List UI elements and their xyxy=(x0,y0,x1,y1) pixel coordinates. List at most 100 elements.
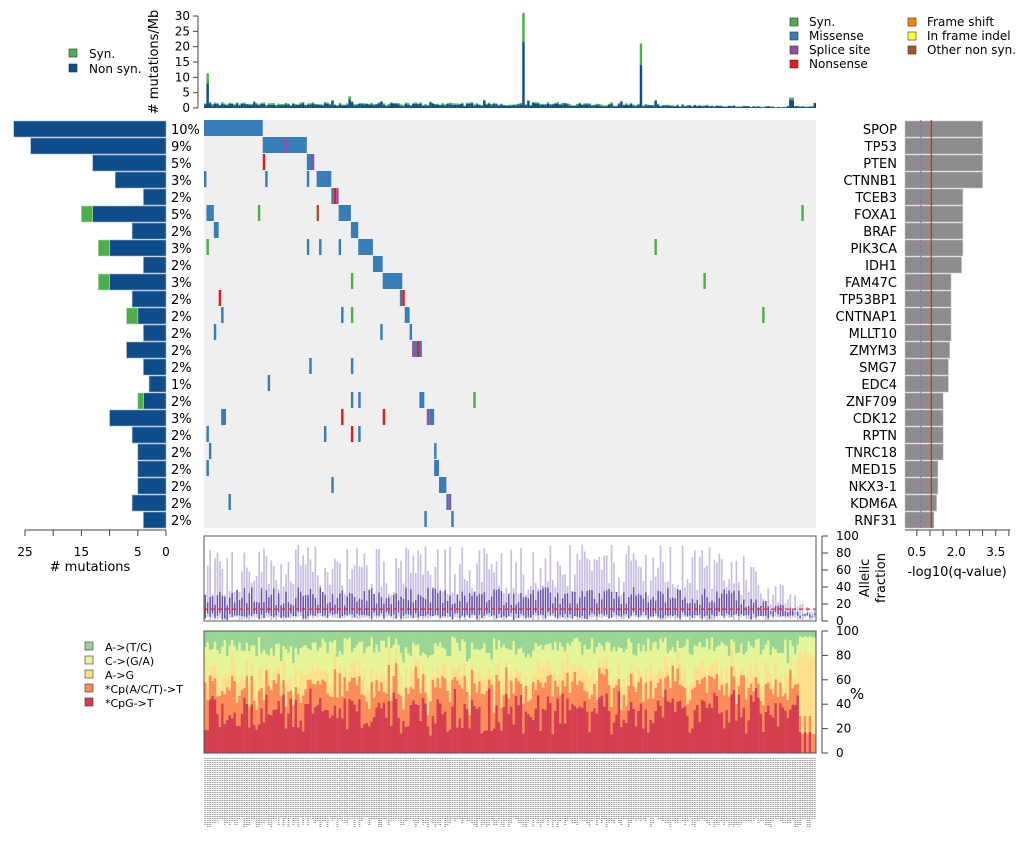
spectrum-segment xyxy=(250,664,254,677)
spectrum-segment xyxy=(451,663,454,680)
bar-non-syn xyxy=(661,106,665,108)
spectrum-segment xyxy=(382,677,386,692)
spectrum-segment xyxy=(639,672,643,678)
y-tick-label: 0 xyxy=(836,614,844,628)
spectrum-segment xyxy=(534,708,538,753)
spectrum-segment xyxy=(688,684,692,701)
spectrum-segment xyxy=(365,647,369,687)
bar-syn xyxy=(475,103,479,105)
spectrum-segment xyxy=(316,664,320,681)
spectrum-segment xyxy=(226,677,229,688)
bar-syn xyxy=(634,105,638,107)
spectrum-segment xyxy=(414,666,418,705)
spectrum-segment xyxy=(554,681,557,711)
spectrum-segment xyxy=(617,631,621,648)
bar-syn xyxy=(348,96,351,100)
spectrum-segment xyxy=(470,699,474,753)
spectrum-segment xyxy=(483,643,486,680)
spectrum-segment xyxy=(607,710,611,753)
legend-swatch xyxy=(84,669,94,679)
spectrum-segment xyxy=(431,631,435,655)
spectrum-segment xyxy=(368,646,371,690)
spectrum-segment xyxy=(375,672,379,680)
spectrum-segment xyxy=(507,649,511,680)
spectrum-segment xyxy=(355,711,359,753)
spectrum-segment xyxy=(274,644,278,670)
legend-label: Nonsense xyxy=(809,57,868,71)
bar-syn xyxy=(740,106,743,108)
spectrum-segment xyxy=(394,647,398,664)
bar-syn xyxy=(583,103,586,105)
spectrum-segment xyxy=(590,694,594,712)
bar-syn xyxy=(387,104,391,106)
spectrum-segment xyxy=(541,631,545,650)
bar-non-syn xyxy=(434,104,437,108)
spectrum-segment xyxy=(757,683,760,698)
q-value-bar xyxy=(904,256,962,274)
spectrum-segment xyxy=(529,631,533,658)
spectrum-segment xyxy=(583,631,587,645)
spectrum-segment xyxy=(745,699,748,734)
spectrum-segment xyxy=(747,720,751,753)
spectrum-segment xyxy=(262,650,266,680)
bar-syn xyxy=(355,104,359,106)
spectrum-segment xyxy=(529,699,533,717)
spectrum-segment xyxy=(223,639,227,675)
spectrum-segment xyxy=(243,631,246,652)
spectrum-segment xyxy=(779,702,782,753)
spectrum-segment xyxy=(527,713,530,753)
spectrum-segment xyxy=(617,678,621,692)
bar-syn xyxy=(510,104,513,107)
matrix-cell-splice-site xyxy=(284,137,288,153)
spectrum-segment xyxy=(218,726,222,753)
bar-non-syn xyxy=(512,105,515,108)
spectrum-segment xyxy=(350,660,354,678)
bar-syn xyxy=(375,103,378,105)
sample-name-labels xyxy=(204,758,816,828)
spectrum-segment xyxy=(426,631,430,658)
bar-non-syn xyxy=(143,392,167,410)
spectrum-segment xyxy=(759,700,763,714)
spectrum-segment xyxy=(571,641,574,666)
bar-syn xyxy=(568,104,572,106)
spectrum-segment xyxy=(588,698,591,733)
spectrum-segment xyxy=(448,680,452,702)
bar-non-syn xyxy=(92,205,167,223)
bar-syn xyxy=(404,102,408,104)
bar-syn xyxy=(732,105,736,107)
spectrum-segment xyxy=(404,726,408,753)
spectrum-segment xyxy=(517,649,520,673)
spectrum-segment xyxy=(629,642,633,665)
spectrum-segment xyxy=(365,686,369,702)
spectrum-segment xyxy=(558,642,562,674)
y-tick-label: 20 xyxy=(836,722,851,736)
bar-non-syn xyxy=(131,426,167,444)
bar-non-syn xyxy=(622,105,626,108)
bar-syn xyxy=(397,103,400,105)
spectrum-segment xyxy=(551,734,555,753)
spectrum-segment xyxy=(473,705,476,753)
bar-syn xyxy=(703,105,706,107)
spectrum-segment xyxy=(402,631,405,663)
spectrum-segment xyxy=(600,673,604,696)
spectrum-segment xyxy=(270,679,273,691)
matrix-cell-splice-site xyxy=(412,341,415,357)
spectrum-segment xyxy=(385,693,388,718)
spectrum-segment xyxy=(718,645,721,676)
matrix-cell-syn- xyxy=(703,273,706,289)
spectrum-segment xyxy=(549,665,552,675)
mutation-matrix xyxy=(204,120,816,528)
spectrum-segment xyxy=(806,631,809,638)
spectrum-segment xyxy=(294,699,298,753)
spectrum-segment xyxy=(740,717,743,753)
spectrum-segment xyxy=(365,631,369,648)
spectrum-segment xyxy=(554,710,557,753)
bar-non-syn xyxy=(250,105,253,108)
bar-non-syn xyxy=(465,103,469,108)
spectrum-segment xyxy=(348,671,352,682)
spectrum-segment xyxy=(228,645,232,672)
bar-non-syn xyxy=(277,105,280,108)
percent-label: 2% xyxy=(171,446,192,461)
bar-syn xyxy=(208,102,212,104)
spectrum-segment xyxy=(735,653,738,683)
